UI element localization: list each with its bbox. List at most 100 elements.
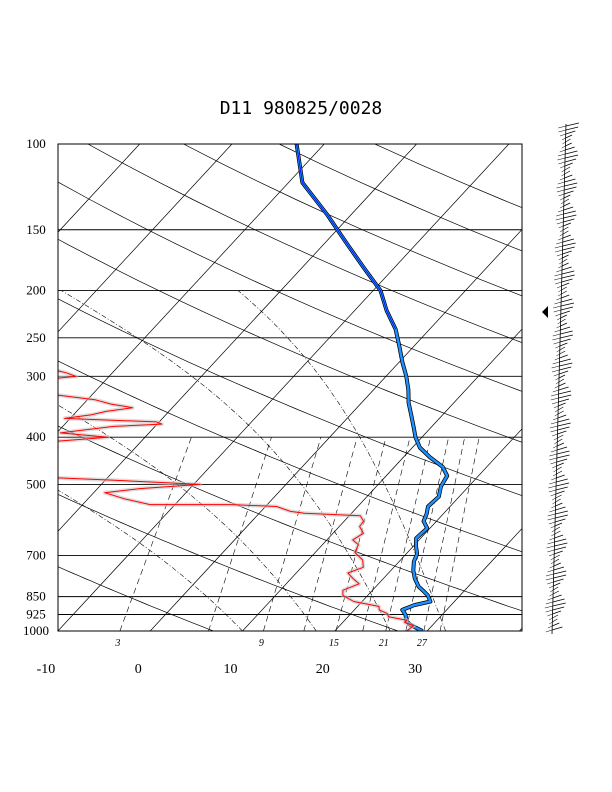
wind-barb [549, 565, 554, 569]
wind-barb [552, 618, 558, 623]
wind-barb [558, 237, 563, 241]
pressure-tick-label: 700 [26, 548, 46, 563]
wind-barb [554, 534, 564, 539]
dewpoint-profile-shadow [58, 368, 416, 631]
wind-barb [552, 465, 557, 469]
wind-barb [558, 129, 566, 133]
wind-barb [563, 218, 575, 223]
wind-barb [556, 450, 570, 455]
wind-barb [560, 310, 571, 315]
wind-barb [556, 325, 561, 329]
wind-barb [560, 306, 574, 311]
isotherm-line [426, 528, 522, 631]
wind-barb [562, 258, 568, 263]
isobars [58, 143, 522, 632]
wind-barb [559, 362, 573, 367]
plot-border [57, 143, 523, 632]
pressure-tick-label: 200 [26, 283, 46, 298]
wind-barb [560, 334, 574, 339]
wind-barb [560, 165, 565, 169]
wind-barb [551, 529, 555, 533]
wind-barb [552, 594, 562, 599]
wind-barb [551, 626, 563, 631]
wind-barb [561, 274, 575, 279]
temperature-tick-label: -10 [37, 662, 56, 677]
wind-barb [556, 466, 562, 471]
wind-barb [562, 254, 569, 259]
wind-barb [560, 318, 566, 323]
isotherm-line [58, 144, 510, 631]
wind-barb [553, 309, 561, 313]
wind-barb [545, 573, 554, 577]
wind-barb [564, 190, 574, 195]
wind-barb [555, 514, 568, 519]
wind-barb [559, 354, 568, 359]
wind-barb [549, 537, 555, 541]
wind-barb [560, 201, 565, 205]
wind-barb [561, 262, 569, 267]
wind-barb [559, 366, 572, 371]
mixing-ratio-line [405, 437, 449, 631]
wind-barb [556, 458, 568, 463]
wind-barb [555, 313, 561, 317]
dry-adiabat-line [58, 360, 522, 553]
wind-barb [558, 257, 563, 261]
wind-barb [551, 369, 560, 373]
wind-barb [554, 550, 563, 555]
wind-barb [560, 322, 568, 327]
wind-barb [558, 390, 572, 395]
mixing-ratio-labels: 3 9 15 21 27 [114, 638, 427, 649]
wind-barb [556, 470, 563, 475]
plot-frame [57, 143, 523, 632]
wind-barb [553, 373, 560, 377]
wind-barb [564, 166, 571, 171]
temperature-tick-label: 10 [224, 662, 238, 677]
wind-barb [555, 345, 561, 349]
wind-barb [546, 545, 555, 549]
wind-barb [559, 149, 566, 153]
isotherm-line [58, 144, 417, 532]
mixing-ratio-label: 27 [417, 638, 428, 649]
wind-barb [562, 226, 569, 231]
mixing-ratio-label: 3 [114, 638, 120, 649]
wind-barb [557, 442, 565, 447]
wind-barb [549, 509, 556, 513]
wind-barb [556, 454, 570, 459]
wind-barb [553, 566, 565, 571]
wind-barb [553, 554, 560, 559]
wind-barb [555, 506, 566, 511]
wind-barb [558, 402, 566, 407]
temperature-tick-label: 20 [316, 662, 330, 677]
wind-barb [557, 426, 570, 431]
wind-barb [556, 446, 568, 451]
wind-barb [562, 234, 571, 239]
wind-barb [548, 489, 556, 493]
wind-barb [562, 141, 566, 145]
wind-barb [552, 337, 561, 341]
wind-barb [553, 405, 559, 409]
wind-barb [550, 429, 558, 433]
dry-adiabat-line [0, 144, 29, 631]
wind-barb [547, 513, 556, 517]
pressure-tick-label: 925 [26, 607, 46, 622]
mixing-ratio-line [439, 437, 480, 631]
wind-barb [557, 430, 567, 435]
profiles [58, 144, 450, 631]
wind-barb [562, 230, 569, 235]
wind-barb [549, 457, 557, 461]
dry-adiabat-line [374, 144, 522, 209]
wind-barb [558, 382, 566, 387]
wind-barb [553, 574, 567, 579]
wind-barb [565, 122, 579, 127]
moist-adiabat-line [237, 290, 446, 631]
wind-barb [548, 485, 557, 489]
wind-barb [550, 421, 558, 425]
wind-barbs [542, 122, 579, 635]
wind-barb [560, 330, 573, 335]
isotherm-line [58, 144, 140, 233]
wind-barb [564, 178, 576, 183]
wind-barb [559, 233, 564, 237]
wind-barb [558, 398, 570, 403]
wind-barb [552, 417, 559, 421]
